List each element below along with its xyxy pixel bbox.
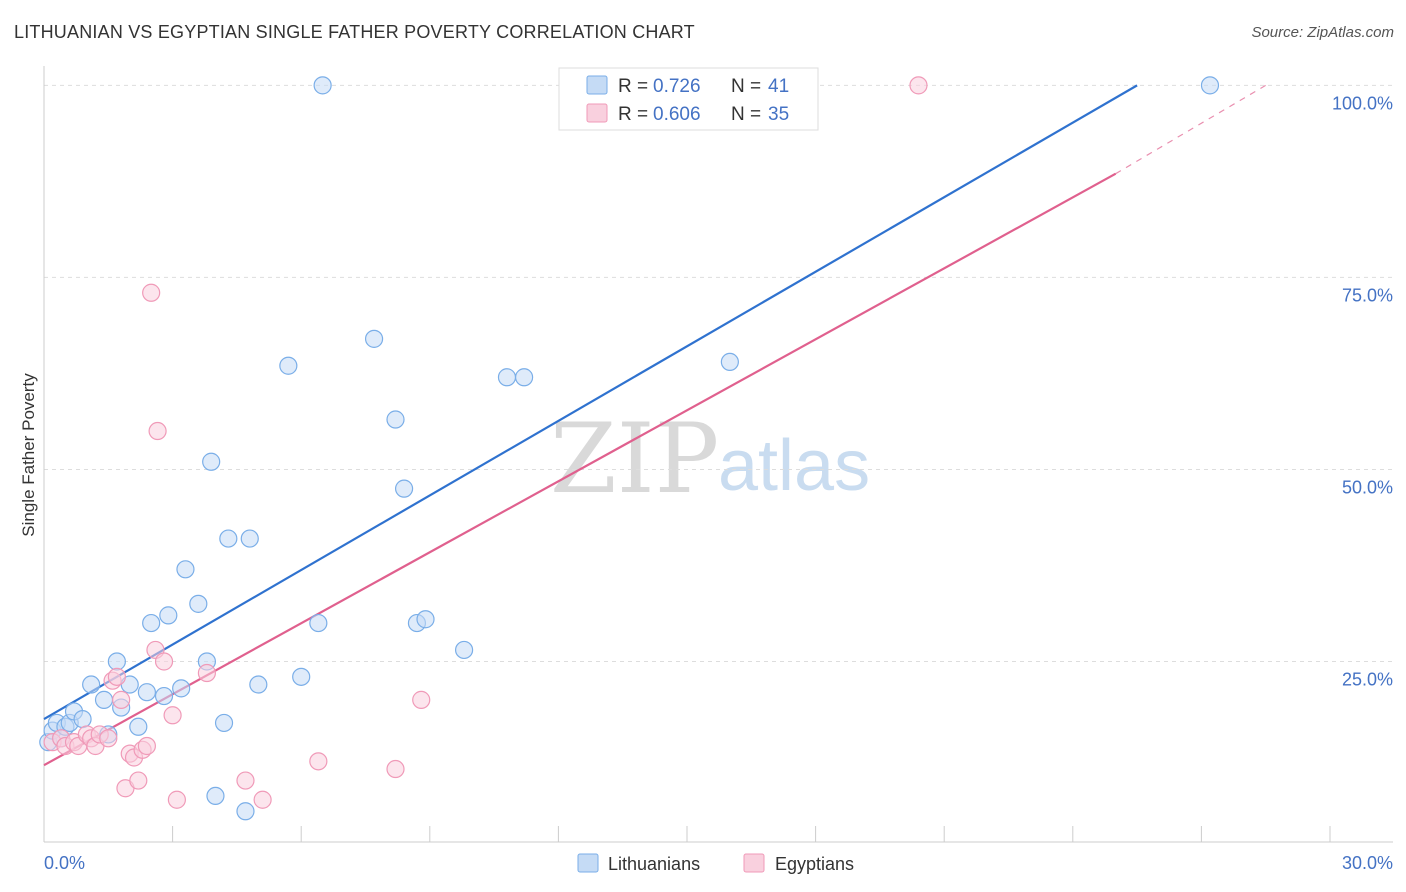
- point-egyptians-28: [309, 752, 328, 771]
- point-egyptians-22: [154, 652, 174, 671]
- point-lithuanians-17: [154, 686, 174, 706]
- point-lithuanians-8: [82, 675, 101, 694]
- point-egyptians-21: [148, 421, 167, 441]
- y-axis-title: Single Father Poverty: [19, 373, 38, 537]
- y-tick-label-50: 50.0%: [1342, 477, 1393, 497]
- legend-r-value-2: 0.606: [653, 104, 701, 125]
- y-tick-label-75: 75.0%: [1342, 285, 1393, 305]
- legend-swatch-egyptians: [586, 103, 608, 123]
- chart-title: LITHUANIAN VS EGYPTIAN SINGLE FATHER POV…: [14, 22, 695, 42]
- trend-lines: [43, 84, 1267, 767]
- point-egyptians-12: [112, 690, 131, 709]
- point-egyptians-18: [137, 736, 156, 756]
- point-egyptians-16: [129, 771, 148, 790]
- data-points: [39, 76, 1220, 821]
- bottom-legend-swatch-egyptians: [743, 853, 765, 873]
- point-lithuanians-35: [386, 410, 405, 429]
- point-lithuanians-36: [394, 479, 414, 498]
- point-lithuanians-15: [137, 683, 156, 702]
- legend-n-value-2: 35: [768, 104, 789, 125]
- trend-line-lithuanians: [43, 84, 1138, 721]
- point-egyptians-11: [107, 667, 126, 686]
- chart-source: Source: ZipAtlas.com: [1251, 24, 1394, 41]
- legend-n-value-1: 41: [768, 76, 789, 97]
- watermark-atlas: atlas: [718, 426, 870, 506]
- point-lithuanians-27: [236, 802, 255, 821]
- point-lithuanians-28: [240, 529, 259, 548]
- point-lithuanians-16: [142, 613, 161, 633]
- watermark-zip: ZIP: [550, 403, 719, 515]
- point-lithuanians-25: [214, 713, 234, 733]
- legend-r-label-2: R =: [618, 104, 648, 125]
- point-lithuanians-40: [497, 368, 517, 387]
- point-egyptians-26: [236, 771, 255, 790]
- point-lithuanians-26: [219, 529, 238, 548]
- point-egyptians-27: [253, 790, 272, 809]
- point-lithuanians-20: [176, 560, 195, 579]
- point-lithuanians-9: [94, 690, 114, 709]
- bottom-legend-label-egyptians: Egyptians: [775, 854, 854, 874]
- point-lithuanians-19: [172, 679, 191, 698]
- watermark: ZIP atlas: [550, 403, 870, 515]
- point-egyptians-9: [99, 729, 118, 748]
- point-lithuanians-14: [129, 717, 148, 736]
- point-egyptians-29: [386, 759, 405, 779]
- legend-r-value-1: 0.726: [653, 76, 701, 97]
- point-egyptians-31: [909, 76, 928, 95]
- point-lithuanians-43: [1200, 76, 1220, 95]
- legend-swatch-lithuanians: [586, 75, 608, 95]
- point-lithuanians-24: [206, 786, 225, 806]
- point-lithuanians-30: [279, 356, 298, 375]
- point-egyptians-25: [197, 663, 216, 683]
- point-lithuanians-42: [720, 352, 739, 372]
- point-egyptians-23: [163, 706, 182, 725]
- bottom-legend-swatch-lithuanians: [577, 853, 599, 873]
- point-lithuanians-21: [189, 594, 208, 613]
- point-lithuanians-39: [454, 640, 474, 660]
- legend-n-label-2: N =: [731, 104, 761, 125]
- point-egyptians-19: [142, 283, 161, 302]
- legend-n-label-1: N =: [731, 76, 761, 97]
- x-tick-label-min: 0.0%: [44, 853, 85, 873]
- axes: [43, 66, 1393, 843]
- point-lithuanians-23: [202, 452, 221, 471]
- bottom-legend-label-lithuanians: Lithuanians: [608, 854, 700, 874]
- point-lithuanians-18: [159, 606, 178, 625]
- point-lithuanians-38: [416, 610, 435, 629]
- point-lithuanians-34: [364, 329, 384, 348]
- point-lithuanians-31: [292, 667, 311, 686]
- point-lithuanians-11: [107, 652, 126, 671]
- point-lithuanians-32: [309, 613, 328, 633]
- trend-line-extension-egyptians: [1115, 84, 1267, 175]
- y-tick-labels: 25.0% 50.0% 75.0% 100.0%: [1332, 93, 1393, 689]
- bottom-legend: Lithuanians Egyptians: [577, 853, 854, 874]
- point-lithuanians-29: [249, 675, 268, 694]
- point-egyptians-24: [167, 790, 186, 809]
- legend: R = 0.726 N = 41 R = 0.606 N = 35: [558, 67, 819, 131]
- y-tick-label-25: 25.0%: [1342, 669, 1393, 689]
- legend-r-label-1: R =: [618, 76, 648, 97]
- point-egyptians-30: [412, 690, 431, 709]
- x-tick-label-max: 30.0%: [1342, 853, 1393, 873]
- point-lithuanians-33: [313, 76, 332, 95]
- trend-line-egyptians: [43, 172, 1117, 767]
- point-lithuanians-41: [515, 368, 534, 387]
- y-tick-label-100: 100.0%: [1332, 93, 1393, 113]
- point-lithuanians-7: [73, 709, 92, 729]
- grid: [44, 84, 1393, 662]
